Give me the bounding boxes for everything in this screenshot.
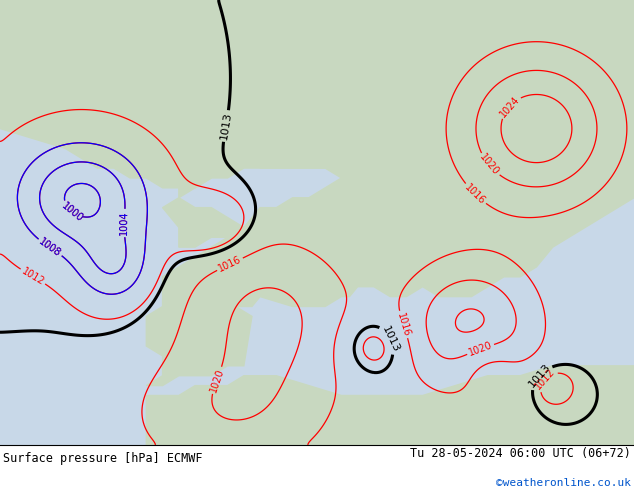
Text: 1012: 1012: [533, 367, 557, 392]
Text: 1013: 1013: [219, 111, 233, 141]
Text: 1024: 1024: [498, 94, 521, 119]
Text: 1020: 1020: [467, 340, 494, 358]
Text: 1016: 1016: [463, 182, 488, 206]
Text: 1016: 1016: [217, 254, 243, 274]
Polygon shape: [162, 168, 244, 247]
Text: 1020: 1020: [208, 367, 226, 393]
Text: 1000: 1000: [60, 200, 85, 223]
Polygon shape: [0, 0, 634, 386]
Polygon shape: [32, 89, 130, 119]
Text: 1004: 1004: [119, 211, 129, 235]
Text: 1008: 1008: [37, 236, 63, 259]
Text: 1004: 1004: [119, 211, 129, 235]
Text: Surface pressure [hPa] ECMWF: Surface pressure [hPa] ECMWF: [3, 452, 203, 465]
Text: 1012: 1012: [20, 266, 46, 287]
Text: ©weatheronline.co.uk: ©weatheronline.co.uk: [496, 478, 631, 488]
Text: Tu 28-05-2024 06:00 UTC (06+72): Tu 28-05-2024 06:00 UTC (06+72): [410, 447, 631, 461]
Polygon shape: [146, 366, 634, 445]
Text: 1013: 1013: [380, 324, 401, 354]
Text: 1016: 1016: [395, 311, 412, 338]
Polygon shape: [260, 20, 455, 168]
Text: 1013: 1013: [526, 362, 552, 390]
Text: 1008: 1008: [37, 236, 63, 259]
Text: 1020: 1020: [477, 152, 501, 178]
Text: 1000: 1000: [60, 200, 85, 223]
